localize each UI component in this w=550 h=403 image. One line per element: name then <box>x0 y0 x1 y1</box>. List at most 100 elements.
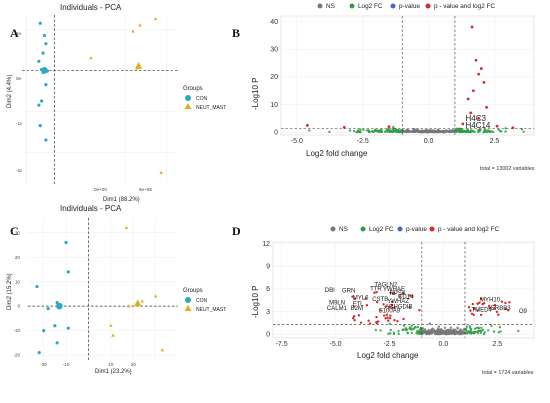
panel-b-point-bg <box>373 130 376 133</box>
panel-b-legend-fc: Log2 FC <box>358 3 383 10</box>
panel-c-point-con <box>37 351 41 355</box>
panel-d-point-sig <box>375 300 379 304</box>
panel-a-legend-title: Groups <box>183 86 203 92</box>
panel-b-point-sig <box>461 122 465 126</box>
panel-b-point-bg <box>473 130 476 134</box>
panel-b-ytick: 30 <box>270 47 278 54</box>
panel-b-point-bg <box>395 129 398 132</box>
panel-d-point-sig <box>483 302 486 305</box>
panel-d-gene-label: CALM1 <box>327 306 348 312</box>
panel-b-xtick: -5.0 <box>291 138 303 145</box>
panel-d-point-sig <box>479 297 483 300</box>
panel-b-point-bg <box>404 130 407 133</box>
panel-b-point-sig <box>474 58 478 62</box>
panel-c-point-neut-mast <box>127 304 131 308</box>
panel-b-point-bg <box>447 130 450 133</box>
panel-d-point-sig <box>382 314 386 317</box>
panel-b-point-bg <box>355 130 358 134</box>
panel-d-point-bg <box>450 329 453 333</box>
panel-d-gene-label: ARHGDIB <box>385 305 412 311</box>
panel-b-point-bg <box>407 130 410 133</box>
panel-d-point-bg <box>374 328 377 332</box>
panel-d-point-bg <box>428 322 431 325</box>
panel-d-gene-label: CD14 <box>398 295 414 301</box>
panel-d-point-sig <box>367 319 370 322</box>
panel-b-gene-label: H4C14 <box>465 121 490 130</box>
panel-c-point-con <box>66 270 70 274</box>
panel-b-point-sig <box>495 124 499 128</box>
panel-b-point-bg <box>469 130 472 134</box>
panel-d-point-bg <box>470 331 473 334</box>
panel-b-point-bg <box>458 128 462 131</box>
panel-a-point-con <box>38 124 42 128</box>
panel-a-point-con <box>40 99 44 103</box>
panel-d-gene-label: CSTB <box>372 297 388 303</box>
panel-b-point-bg <box>391 130 394 134</box>
panel-d-point-bg <box>498 326 502 329</box>
panel-c-point-con <box>53 324 57 328</box>
panel-c-centroid-con <box>56 302 63 310</box>
panel-c-point-neut-mast <box>140 299 144 303</box>
panel-d-point-sig <box>402 317 405 321</box>
panel-b-point-sig <box>482 81 486 84</box>
panel-d-point-sig <box>382 303 385 306</box>
panel-b-legend-both-marker <box>425 3 431 9</box>
panel-b-point-bg <box>352 129 356 133</box>
panel-d-point-sig <box>480 313 483 317</box>
panel-d-point-bg <box>424 329 427 332</box>
panel-d-point-bg <box>468 326 472 329</box>
panel-d-point-bg <box>437 325 441 328</box>
panel-d-point-bg <box>476 331 480 335</box>
panel-b-point-sig <box>477 72 481 76</box>
panel-d-point-sig <box>368 322 372 325</box>
panel-b-point-bg <box>416 130 419 133</box>
panel-d-point-bg <box>401 329 405 332</box>
panel-d-point-sig <box>379 309 382 312</box>
panel-c-plot-area <box>28 218 178 360</box>
panel-b-point-sig <box>342 125 346 129</box>
panel-d-point-bg <box>459 328 462 331</box>
panel-d-point-bg <box>389 332 392 335</box>
panel-c-xtick: -20 <box>40 362 47 367</box>
panel-b-point-bg <box>402 130 405 134</box>
panel-d-point-bg <box>389 328 392 332</box>
panel-b-point-bg <box>465 130 469 134</box>
panel-d-point-sig <box>408 294 412 297</box>
panel-d-point-bg <box>435 329 439 332</box>
panel-c-ytick: 30 <box>15 230 21 235</box>
panel-d-point-bg <box>446 328 450 332</box>
panel-d-legend-p-marker <box>397 226 403 232</box>
panel-b-point-bg <box>362 128 365 132</box>
panel-d-legend-both-marker <box>429 226 435 232</box>
panel-a-point-con <box>44 42 48 46</box>
panel-b-point-bg <box>357 130 360 134</box>
panel-b-point-bg <box>328 130 331 134</box>
panel-d-point-bg <box>432 329 435 333</box>
panel-d-point-sig <box>487 304 491 308</box>
panel-d-gene-label: GRN <box>342 289 355 295</box>
panel-d-legend-ns-marker <box>330 226 336 232</box>
panel-letter-a: A <box>10 26 19 40</box>
panel-b-legend-both: p - value and log2 FC <box>434 3 495 10</box>
panel-b-point-bg <box>483 130 486 134</box>
panel-b-point-bg <box>438 130 442 134</box>
panel-b-xtick: -2.5 <box>357 138 369 145</box>
panel-b-point-bg <box>348 129 352 132</box>
panel-d-point-sig <box>472 313 475 317</box>
panel-c-xtick: 10 <box>108 362 114 367</box>
panel-d-point-sig <box>476 302 479 305</box>
panel-d-legend-p: p-value <box>406 226 427 233</box>
panel-d-point-sig <box>401 291 405 295</box>
panel-b-point-bg <box>453 130 456 134</box>
panel-d-legend-fc: Log2 FC <box>369 226 394 233</box>
panel-d-xlabel: Log2 fold change <box>357 351 419 360</box>
panel-d-point-bg <box>410 331 413 335</box>
panel-d-point-sig <box>469 309 472 312</box>
panel-b-point-bg <box>397 129 400 132</box>
panel-d-point-bg <box>497 331 501 334</box>
panel-d-point-bg <box>473 327 477 330</box>
panel-d-gene-label: YWHAE <box>383 287 405 293</box>
panel-c-legend-con-marker <box>185 297 191 303</box>
panel-d-point-sig <box>504 301 507 305</box>
panel-a-point-con <box>42 33 47 38</box>
